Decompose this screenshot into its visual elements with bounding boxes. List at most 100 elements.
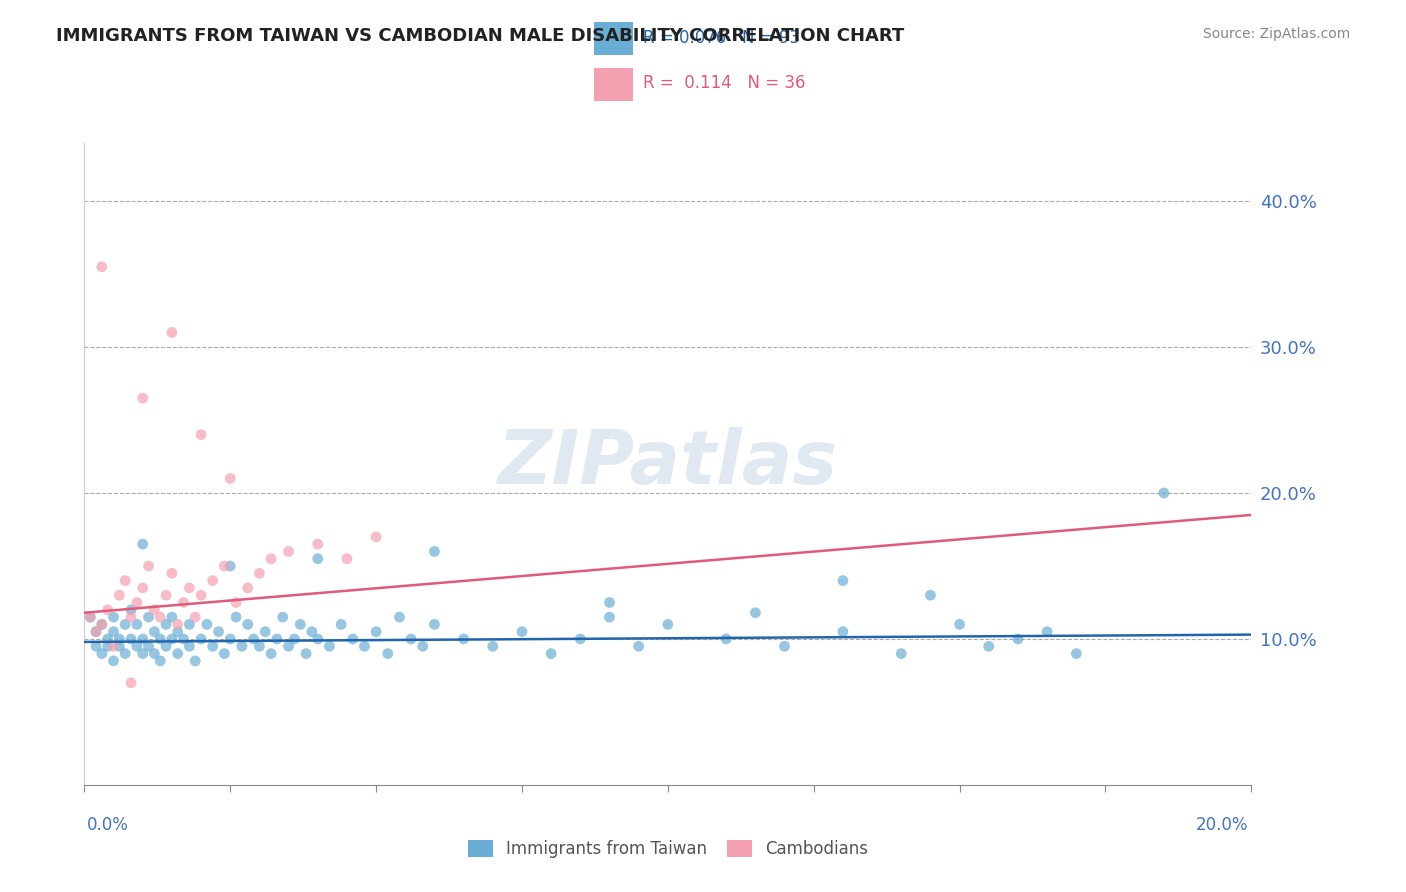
Point: [103, 640, 125, 654]
Point: [190, 427, 212, 442]
Point: [219, 632, 242, 646]
Point: [132, 537, 155, 551]
Point: [132, 632, 155, 646]
Point: [301, 624, 323, 639]
Point: [108, 588, 131, 602]
Point: [97, 640, 120, 654]
Point: [277, 640, 299, 654]
Point: [138, 559, 160, 574]
Point: [219, 471, 242, 485]
Point: [236, 617, 259, 632]
Point: [201, 574, 224, 588]
Point: [260, 647, 283, 661]
Point: [920, 588, 942, 602]
Text: ZIPatlas: ZIPatlas: [498, 427, 838, 500]
Point: [149, 632, 172, 646]
Point: [277, 544, 299, 558]
Point: [225, 595, 247, 609]
Point: [114, 647, 136, 661]
Point: [453, 632, 475, 646]
FancyBboxPatch shape: [593, 22, 633, 55]
Point: [236, 581, 259, 595]
Point: [173, 595, 195, 609]
Point: [79, 610, 101, 624]
Point: [510, 624, 533, 639]
Point: [138, 640, 160, 654]
Point: [271, 610, 294, 624]
Point: [84, 624, 107, 639]
Point: [481, 640, 505, 654]
Point: [90, 260, 112, 274]
Point: [1066, 647, 1088, 661]
Point: [132, 647, 155, 661]
Point: [143, 647, 166, 661]
Point: [166, 617, 188, 632]
Point: [832, 624, 855, 639]
Point: [423, 544, 446, 558]
Point: [84, 640, 107, 654]
Legend: Immigrants from Taiwan, Cambodians: Immigrants from Taiwan, Cambodians: [460, 831, 876, 866]
Point: [353, 640, 375, 654]
Point: [143, 603, 166, 617]
Point: [79, 610, 101, 624]
Point: [184, 610, 207, 624]
Point: [214, 647, 236, 661]
Point: [307, 537, 329, 551]
Point: [254, 624, 277, 639]
Text: R =  0.114   N = 36: R = 0.114 N = 36: [644, 74, 806, 92]
Point: [627, 640, 650, 654]
Point: [1153, 486, 1175, 500]
Point: [114, 617, 136, 632]
Point: [190, 588, 212, 602]
Point: [90, 617, 112, 632]
Point: [195, 617, 218, 632]
Point: [948, 617, 970, 632]
Point: [714, 632, 737, 646]
Point: [657, 617, 679, 632]
Point: [423, 617, 446, 632]
Point: [155, 640, 177, 654]
Point: [266, 632, 288, 646]
Point: [599, 595, 621, 609]
Point: [342, 632, 364, 646]
Point: [231, 640, 253, 654]
Point: [388, 610, 411, 624]
Point: [120, 610, 142, 624]
Point: [247, 640, 270, 654]
Point: [247, 566, 270, 581]
Point: [125, 595, 148, 609]
Point: [120, 675, 142, 690]
Point: [832, 574, 855, 588]
Point: [103, 610, 125, 624]
Point: [366, 624, 388, 639]
Point: [114, 574, 136, 588]
Point: [977, 640, 1000, 654]
Point: [225, 610, 247, 624]
Point: [412, 640, 434, 654]
Point: [307, 551, 329, 566]
Point: [160, 326, 183, 340]
Text: IMMIGRANTS FROM TAIWAN VS CAMBODIAN MALE DISABILITY CORRELATION CHART: IMMIGRANTS FROM TAIWAN VS CAMBODIAN MALE…: [56, 27, 904, 45]
Text: 20.0%: 20.0%: [1197, 816, 1249, 834]
Point: [260, 551, 283, 566]
Point: [143, 624, 166, 639]
Point: [399, 632, 422, 646]
Point: [160, 632, 183, 646]
Point: [166, 624, 188, 639]
Point: [179, 617, 201, 632]
Point: [132, 391, 155, 405]
Point: [132, 581, 155, 595]
Point: [540, 647, 562, 661]
Point: [184, 654, 207, 668]
Point: [295, 647, 318, 661]
Point: [120, 603, 142, 617]
Point: [149, 610, 172, 624]
Point: [336, 551, 359, 566]
Point: [377, 647, 399, 661]
Point: [744, 606, 766, 620]
Point: [125, 617, 148, 632]
Point: [1007, 632, 1029, 646]
Point: [201, 640, 224, 654]
Point: [84, 624, 107, 639]
Text: Source: ZipAtlas.com: Source: ZipAtlas.com: [1202, 27, 1350, 41]
